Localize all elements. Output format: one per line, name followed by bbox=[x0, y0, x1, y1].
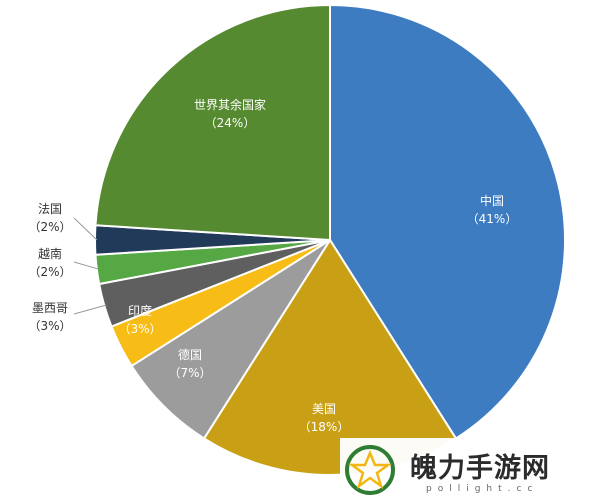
leader-lines bbox=[73, 217, 107, 315]
slice-label: 越南 bbox=[38, 246, 62, 261]
pie-slice bbox=[94, 3, 331, 242]
slice-label: 美国 bbox=[312, 402, 336, 416]
leader-line bbox=[73, 217, 98, 241]
slice-percent-label: （2%） bbox=[28, 220, 71, 234]
slice-percent-label: （18%） bbox=[299, 420, 350, 434]
pie-slices bbox=[93, 3, 566, 476]
watermark: 魄力手游网 pollight.cc bbox=[340, 438, 589, 500]
slice-percent-label: （24%） bbox=[205, 116, 256, 130]
leader-line bbox=[73, 261, 99, 270]
pie-slice bbox=[329, 3, 566, 440]
pie-slice bbox=[130, 239, 331, 440]
slice-percent-label: （41%） bbox=[467, 212, 518, 226]
slice-label: 德国 bbox=[178, 347, 202, 362]
slice-label: 印度 bbox=[128, 303, 152, 318]
watermark-subtext: pollight.cc bbox=[426, 484, 539, 494]
slice-percent-label: （3%） bbox=[28, 319, 71, 333]
slice-label: 法国 bbox=[38, 202, 62, 216]
slice-label: 中国 bbox=[480, 193, 504, 208]
watermark-logo-icon bbox=[345, 445, 395, 495]
slice-label: 世界其余国家 bbox=[194, 97, 266, 112]
slice-labels: 中国 （41%） 美国 （18%） 德国 （7%） 印度 （3%） 墨西哥 （3%） 越南 （2%） 法… bbox=[28, 97, 517, 434]
slice-percent-label: （7%） bbox=[168, 366, 211, 380]
slice-percent-label: （2%） bbox=[28, 265, 71, 279]
leader-line bbox=[73, 304, 107, 315]
slice-label: 墨西哥 bbox=[32, 301, 68, 315]
slice-percent-label: （3%） bbox=[118, 322, 161, 336]
watermark-text: 魄力手游网 bbox=[410, 453, 550, 484]
